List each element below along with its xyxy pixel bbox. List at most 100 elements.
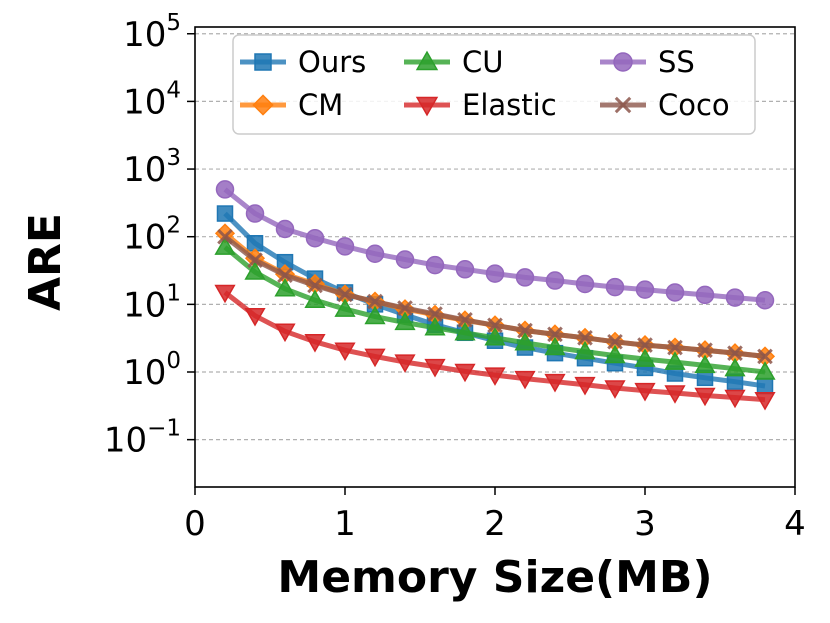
series-coco	[217, 228, 773, 365]
data-point	[275, 219, 295, 239]
data-point	[604, 380, 626, 399]
data-point	[547, 326, 563, 343]
legend-label: CU	[462, 45, 503, 79]
data-point	[604, 344, 626, 364]
data-point	[277, 267, 293, 283]
series-layer	[214, 180, 776, 411]
data-point	[245, 204, 265, 223]
y-tick-label: 104	[123, 77, 181, 122]
y-tick-label: 100	[123, 348, 181, 393]
data-point	[544, 373, 566, 393]
data-point	[574, 376, 596, 396]
legend-marker	[415, 96, 439, 117]
data-point	[487, 317, 503, 334]
series-elastic	[214, 284, 776, 411]
legend-item-cm: CM	[240, 88, 343, 122]
x-tick-label: 3	[634, 504, 656, 544]
data-point	[607, 333, 623, 350]
legend-label: Elastic	[462, 88, 557, 122]
data-point	[215, 180, 235, 199]
data-point	[307, 277, 323, 294]
data-point	[755, 290, 775, 310]
data-point	[214, 284, 236, 304]
legend-marker	[254, 53, 272, 71]
y-tick-label: 101	[123, 280, 181, 325]
data-point	[304, 289, 326, 308]
data-point	[575, 274, 595, 294]
series-ss	[215, 180, 775, 310]
series-cu	[214, 236, 776, 380]
y-tick-base: 10	[104, 421, 147, 461]
data-point	[394, 311, 416, 331]
data-point	[484, 327, 506, 346]
data-point	[577, 330, 593, 346]
y-tick-exponent: 5	[166, 10, 181, 36]
data-point	[694, 354, 716, 374]
data-point	[514, 370, 536, 390]
data-point	[335, 237, 355, 256]
data-point	[334, 342, 356, 362]
y-tick-exponent: 0	[166, 348, 181, 374]
x-tick-label: 1	[334, 504, 356, 544]
data-point	[394, 354, 416, 373]
data-point	[757, 348, 773, 365]
legend-item-coco: Coco	[600, 88, 730, 122]
data-point	[605, 277, 625, 297]
data-point	[545, 271, 565, 290]
data-point	[424, 317, 446, 336]
y-tick-label: 105	[123, 10, 181, 55]
data-point	[367, 293, 383, 310]
data-point	[337, 286, 353, 303]
y-tick-exponent: 1	[166, 280, 181, 306]
data-point	[454, 321, 476, 341]
legend-item-ours: Ours	[240, 45, 366, 79]
y-tick-exponent: 2	[166, 213, 181, 239]
data-point	[515, 268, 535, 287]
x-axis-title: Memory Size(MB)	[277, 552, 712, 603]
data-point	[725, 288, 745, 307]
data-point	[214, 236, 236, 255]
legend-item-cu: CU	[404, 45, 503, 79]
y-tick-exponent: 4	[166, 77, 181, 103]
data-point	[455, 260, 475, 279]
data-point	[697, 342, 713, 359]
y-tick-base: 10	[123, 285, 166, 325]
legend-label: CM	[298, 88, 343, 122]
data-point	[634, 382, 656, 402]
y-tick-label: 103	[123, 145, 181, 190]
data-point	[667, 339, 683, 356]
data-point	[244, 261, 266, 280]
data-point	[756, 377, 774, 395]
data-point	[754, 391, 776, 411]
data-point	[544, 336, 566, 356]
data-point	[217, 228, 233, 245]
data-point	[247, 252, 263, 268]
data-point	[637, 337, 653, 353]
legend-label: SS	[658, 45, 695, 79]
data-point	[244, 307, 266, 327]
y-tick-base: 10	[123, 353, 166, 393]
data-point	[424, 358, 446, 378]
data-point	[635, 280, 655, 299]
legend-item-elastic: Elastic	[404, 88, 557, 122]
data-point	[724, 357, 746, 377]
data-point	[364, 305, 386, 325]
data-point	[425, 255, 445, 275]
data-point	[485, 264, 505, 283]
y-tick-label: 10−1	[104, 416, 181, 461]
data-point	[457, 312, 473, 328]
data-point	[365, 244, 385, 263]
data-point	[514, 332, 536, 351]
legend-marker	[252, 94, 274, 116]
data-point	[454, 363, 476, 383]
y-axis-title: ARE	[20, 213, 71, 311]
x-tick-label: 0	[184, 504, 206, 544]
y-tick-exponent: 3	[166, 145, 181, 171]
y-tick-base: 10	[123, 218, 166, 258]
y-tick-label: 102	[123, 213, 181, 258]
data-point	[695, 285, 715, 305]
data-point	[574, 340, 596, 360]
data-point	[334, 298, 356, 317]
